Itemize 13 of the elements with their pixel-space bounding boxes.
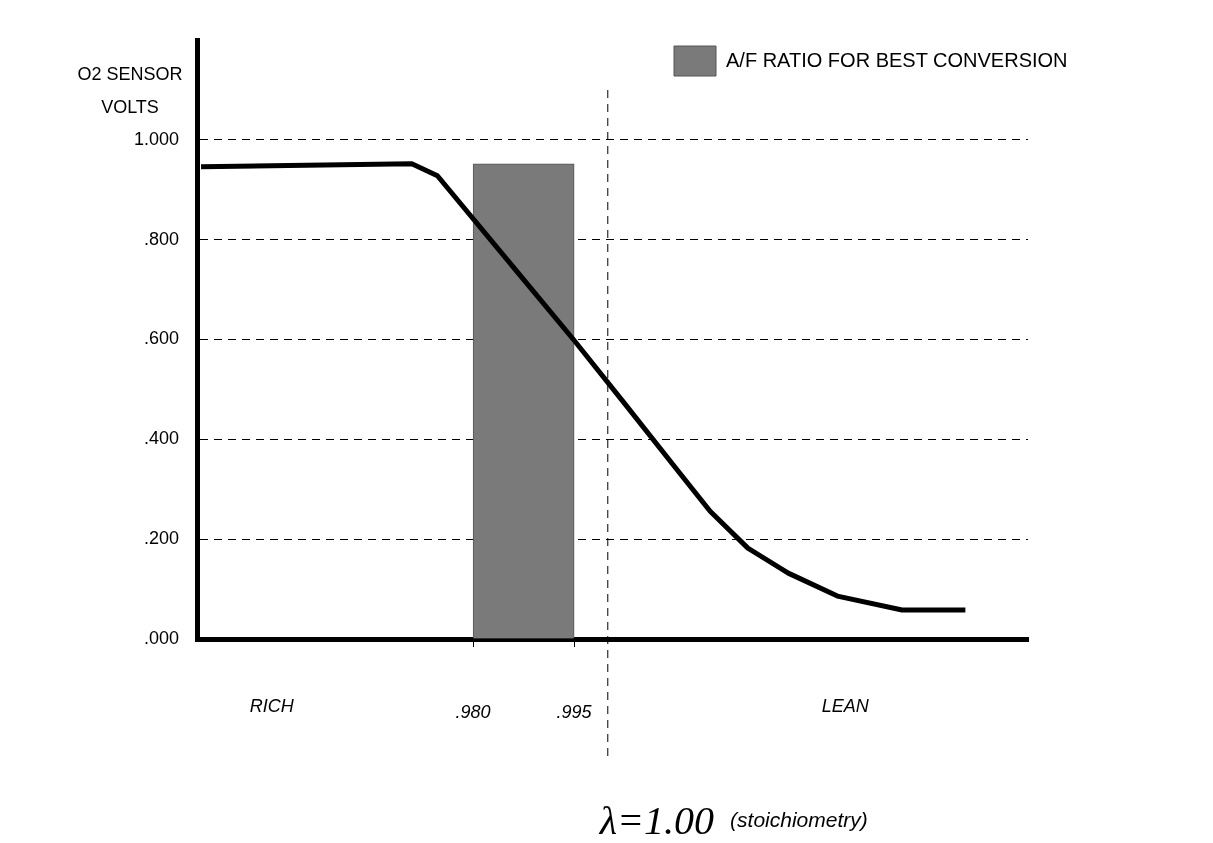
- y-tick-label: .800: [143, 228, 179, 249]
- legend-label: A/F RATIO FOR BEST CONVERSION: [726, 48, 1068, 71]
- x-tick-label: .995: [556, 701, 593, 722]
- text: LEAN: [821, 696, 870, 716]
- text: RICH: [249, 696, 295, 716]
- x-tick-label: .980: [455, 701, 491, 722]
- y-tick-label: 1.000: [133, 128, 179, 149]
- y-tick-label: .600: [143, 328, 179, 349]
- y-axis-title: O2 SENSOR VOLTS: [77, 63, 183, 117]
- y-tick-label: .200: [143, 528, 179, 549]
- ref-line-label: λ=1.00 (stoichiometry): [598, 798, 868, 843]
- y-tick-label: .400: [143, 428, 179, 449]
- y-tick-label: .000: [143, 627, 179, 648]
